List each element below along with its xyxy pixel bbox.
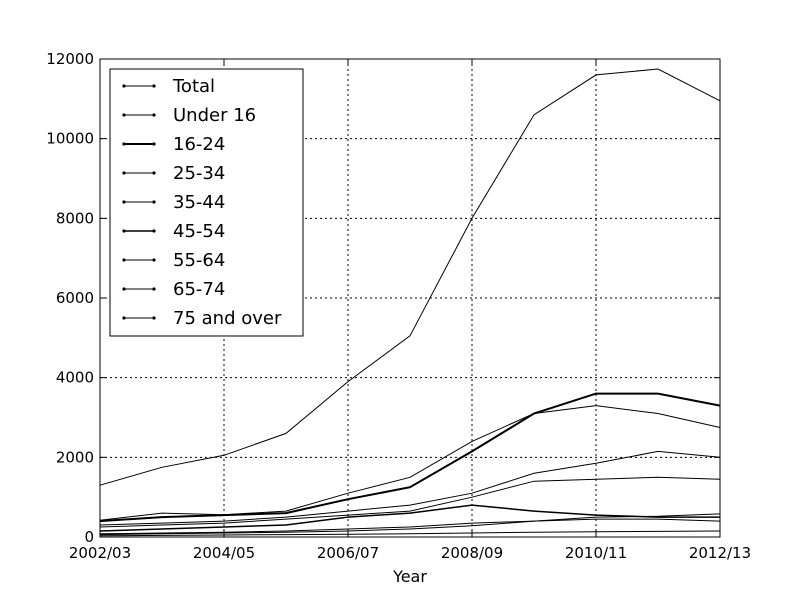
x-tick-label: 2012/13 xyxy=(689,544,751,562)
x-tick-label: 2010/11 xyxy=(565,544,627,562)
legend-marker xyxy=(152,200,156,204)
series-lines xyxy=(99,68,721,537)
legend-marker xyxy=(122,229,126,233)
legend-entry-label: Under 16 xyxy=(173,105,256,126)
legend-entry-label: 35-44 xyxy=(173,192,225,213)
legend-marker xyxy=(122,316,126,320)
y-tick-label: 8000 xyxy=(56,209,94,227)
legend-entry-label: 75 and over xyxy=(173,308,282,329)
legend-marker xyxy=(152,84,156,88)
legend-marker xyxy=(122,84,126,88)
legend-marker xyxy=(152,142,156,146)
y-tick-label: 10000 xyxy=(46,130,94,148)
x-tick-label: 2006/07 xyxy=(317,544,379,562)
legend-entry-label: 55-64 xyxy=(173,250,225,271)
y-tick-label: 12000 xyxy=(46,50,94,68)
legend-marker xyxy=(122,287,126,291)
legend-entry-label: Total xyxy=(172,76,215,97)
legend-marker xyxy=(152,171,156,175)
legend-marker xyxy=(122,258,126,262)
series-line-under-16 xyxy=(99,405,721,521)
y-tick-label: 4000 xyxy=(56,369,94,387)
x-tick-label: 2002/03 xyxy=(69,544,131,562)
series-line-55-64 xyxy=(99,518,721,535)
legend-entry-label: 45-54 xyxy=(173,221,225,242)
y-tick-label: 0 xyxy=(84,528,94,546)
legend-marker xyxy=(152,258,156,262)
x-tick-label: 2008/09 xyxy=(441,544,503,562)
legend-entry-label: 16-24 xyxy=(173,134,225,155)
legend-marker xyxy=(122,142,126,146)
y-tick-label: 6000 xyxy=(56,289,94,307)
series-line-16-24 xyxy=(99,392,721,523)
tick-labels: 2002/03 2004/05 2006/07 2008/09 2010/11 2012/… xyxy=(46,50,751,562)
series-line-total xyxy=(99,68,721,486)
legend-marker xyxy=(152,229,156,233)
legend: Total Under 16 16-24 25-34 35-44 45-54 55-64 65… xyxy=(109,68,304,337)
legend-marker xyxy=(152,287,156,291)
legend-marker xyxy=(152,113,156,117)
legend-marker xyxy=(122,171,126,175)
legend-marker xyxy=(152,316,156,320)
legend-entry-label: 65-74 xyxy=(173,279,225,300)
y-tick-label: 2000 xyxy=(56,448,94,466)
x-tick-label: 2004/05 xyxy=(193,544,255,562)
legend-entry-label: 25-34 xyxy=(173,163,225,184)
legend-marker xyxy=(122,113,126,117)
series-line-35-44 xyxy=(99,476,721,528)
series-line-45-54 xyxy=(99,504,720,532)
series-line-25-34 xyxy=(99,450,721,526)
series-line-65-74 xyxy=(99,513,721,536)
series-line-75-and-over xyxy=(99,530,721,537)
x-axis-label: Year xyxy=(392,567,427,586)
legend-marker xyxy=(122,200,126,204)
